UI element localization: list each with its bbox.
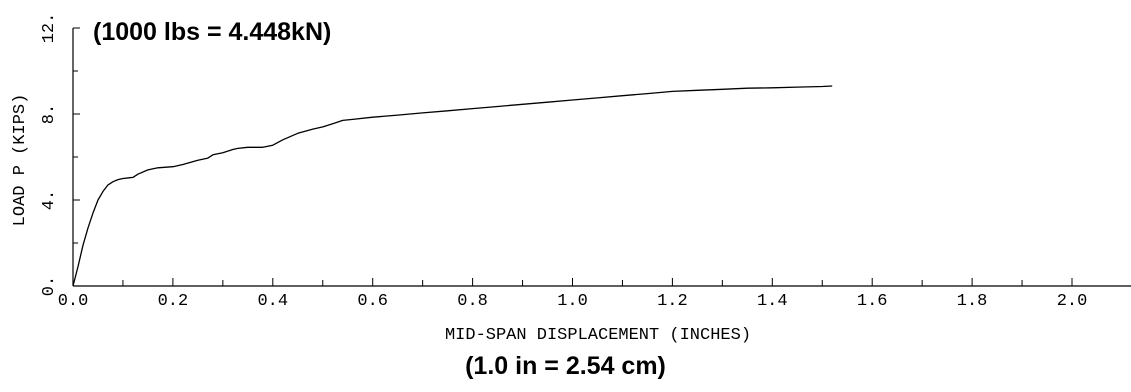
x-tick-label: 1.2 bbox=[657, 292, 688, 311]
load-displacement-curve bbox=[72, 85, 833, 287]
x-tick-label: 0.2 bbox=[158, 292, 189, 311]
series-layer bbox=[72, 85, 833, 287]
unit-conversion-load-note: (1000 lbs = 4.448kN) bbox=[93, 18, 332, 46]
x-tick-labels: 0.0 0.2 0.4 0.6 0.8 1.0 1.2 1.4 1.6 1.8 2.0 bbox=[58, 292, 1088, 311]
y-tick-label: 12. bbox=[40, 13, 59, 44]
x-tick-label: 1.8 bbox=[957, 292, 988, 311]
y-ticks bbox=[73, 27, 80, 287]
x-tick-label: 1.6 bbox=[857, 292, 888, 311]
x-tick-label: 0.4 bbox=[257, 292, 288, 311]
x-axis-label: MID-SPAN DISPLACEMENT (INCHES) bbox=[445, 326, 751, 345]
y-tick-labels: 0. 4. 8. 12. bbox=[40, 13, 59, 297]
x-tick-label: 0.0 bbox=[58, 292, 89, 311]
x-tick-label: 0.6 bbox=[357, 292, 388, 311]
y-tick-label: 8. bbox=[40, 104, 59, 124]
x-tick-label: 1.0 bbox=[557, 292, 588, 311]
unit-conversion-length-note: (1.0 in = 2.54 cm) bbox=[465, 352, 666, 380]
y-axis-label: LOAD P (KIPS) bbox=[11, 94, 30, 227]
x-tick-label: 1.4 bbox=[757, 292, 788, 311]
x-ticks bbox=[72, 278, 1073, 286]
y-tick-label: 0. bbox=[40, 276, 59, 296]
y-tick-label: 4. bbox=[40, 190, 59, 210]
x-tick-label: 0.8 bbox=[457, 292, 488, 311]
x-tick-label: 2.0 bbox=[1057, 292, 1088, 311]
